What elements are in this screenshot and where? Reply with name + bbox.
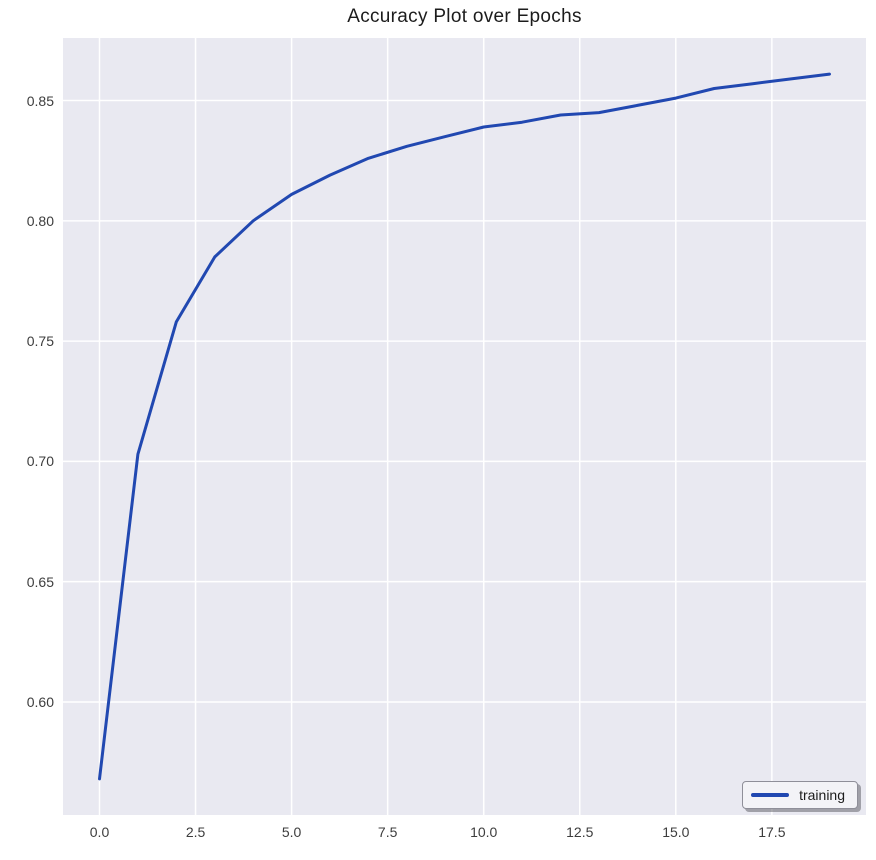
chart-title: Accuracy Plot over Epochs	[347, 6, 582, 27]
y-tick-label: 0.65	[26, 573, 54, 590]
y-tick-label: 0.85	[26, 92, 54, 109]
x-tick-label: 15.0	[662, 824, 690, 840]
x-tick-label: 5.0	[281, 824, 302, 840]
x-tick-label: 17.5	[758, 824, 786, 840]
y-tick-label: 0.80	[26, 212, 54, 229]
y-tick-label: 0.60	[26, 693, 54, 710]
legend-line-swatch-icon	[751, 793, 790, 797]
x-tick-label: 12.5	[566, 824, 594, 840]
legend-label: training	[799, 787, 845, 803]
series-line-training	[98, 72, 831, 781]
y-tick-label: 0.70	[26, 453, 54, 470]
legend: training	[742, 781, 858, 809]
x-tick-label: 10.0	[470, 824, 498, 840]
x-tick-label: 0.0	[89, 824, 110, 840]
x-tick-label: 7.5	[377, 824, 398, 840]
plot-area: training	[63, 38, 866, 815]
x-tick-label: 2.5	[185, 824, 206, 840]
y-tick-label: 0.75	[26, 333, 54, 350]
chart-canvas	[63, 38, 866, 815]
